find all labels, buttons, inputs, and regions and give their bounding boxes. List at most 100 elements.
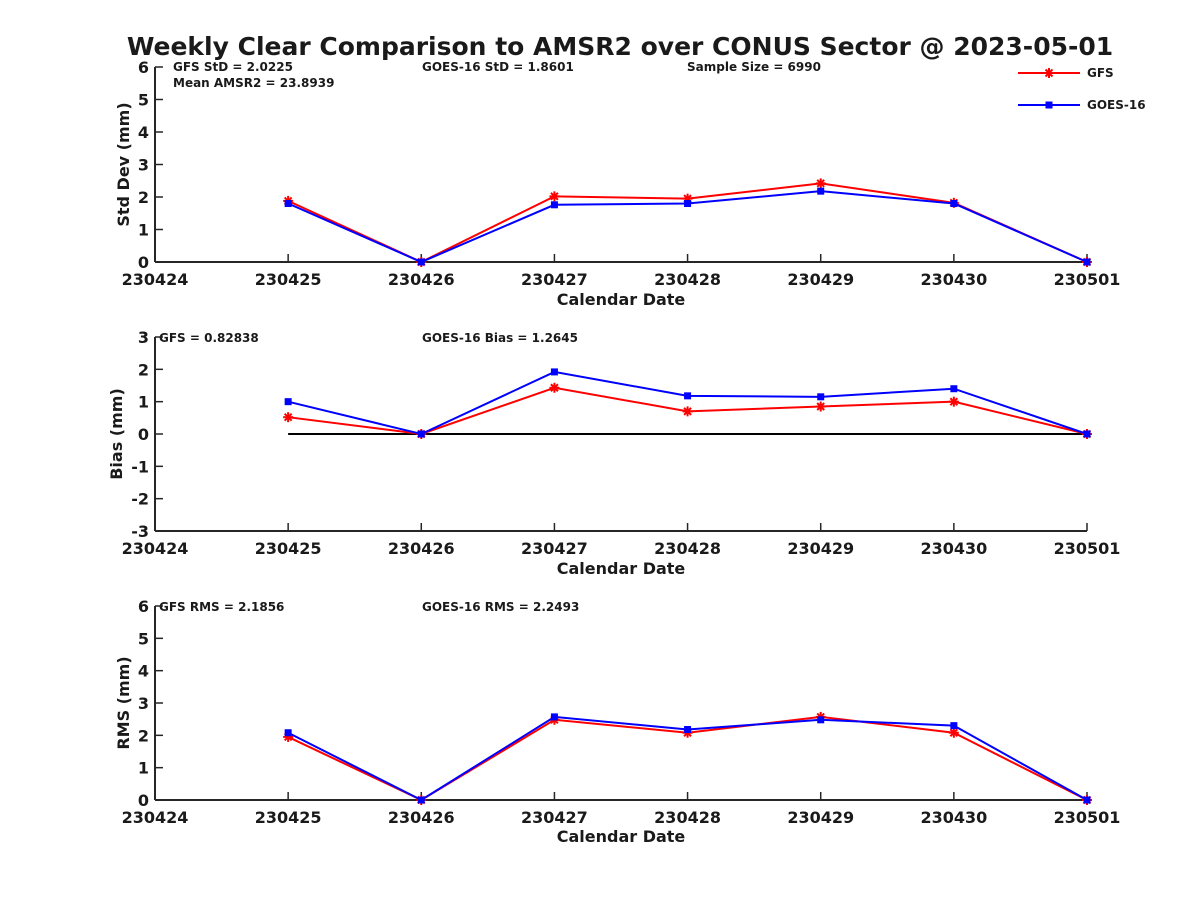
- data-point-goes16: [284, 729, 292, 737]
- goes16-std-annotation: GOES-16 StD = 1.8601: [422, 60, 574, 74]
- x-tick-label: 230426: [388, 539, 455, 558]
- data-point-goes16: [1083, 796, 1091, 804]
- y-tick-label: -1: [131, 457, 149, 476]
- x-tick-label: 230427: [521, 270, 588, 289]
- y-tick-label: 1: [138, 393, 149, 412]
- y-tick-label: 1: [138, 221, 149, 240]
- sample-size-annotation: Sample Size = 6990: [687, 60, 821, 74]
- x-tick-label: 230429: [787, 270, 854, 289]
- y-tick-label: 4: [138, 662, 149, 681]
- data-point-gfs: [549, 191, 560, 202]
- x-tick-label: 230427: [521, 539, 588, 558]
- y-tick-label: 2: [138, 360, 149, 379]
- x-axis-label: Calendar Date: [557, 827, 686, 846]
- y-axis-label: RMS (mm): [114, 656, 133, 749]
- x-tick-label: 230501: [1054, 270, 1121, 289]
- y-axis-label: Std Dev (mm): [114, 102, 133, 226]
- gfs-bias-annotation: GFS = 0.82838: [159, 331, 259, 345]
- y-tick-label: 5: [138, 629, 149, 648]
- x-tick-label: 230424: [122, 808, 189, 827]
- y-tick-label: 6: [138, 58, 149, 77]
- data-point-gfs: [815, 401, 826, 412]
- data-point-goes16: [684, 200, 692, 207]
- data-point-goes16: [950, 722, 958, 730]
- x-tick-label: 230429: [787, 808, 854, 827]
- data-point-goes16: [417, 796, 425, 804]
- gfs-std-annotation: GFS StD = 2.0225: [173, 60, 293, 74]
- y-tick-label: 4: [138, 123, 149, 142]
- goes16-bias-annotation: GOES-16 Bias = 1.2645: [422, 331, 578, 345]
- y-tick-label: 3: [138, 328, 149, 347]
- data-point-gfs: [682, 406, 693, 417]
- x-tick-label: 230428: [654, 270, 721, 289]
- y-tick-label: 2: [138, 188, 149, 207]
- x-tick-label: 230424: [122, 270, 189, 289]
- y-tick-label: 3: [138, 694, 149, 713]
- data-point-goes16: [284, 398, 292, 406]
- x-tick-label: 230426: [388, 808, 455, 827]
- x-tick-label: 230425: [255, 270, 322, 289]
- data-point-goes16: [417, 258, 425, 266]
- data-point-goes16: [417, 430, 425, 438]
- data-point-goes16: [550, 713, 558, 721]
- x-tick-label: 230429: [787, 539, 854, 558]
- goes16-rms-annotation: GOES-16 RMS = 2.2493: [422, 600, 579, 614]
- rms-panel: GFS RMS = 2.1856 GOES-16 RMS = 2.2493 23…: [114, 597, 1120, 846]
- x-tick-label: 230430: [920, 539, 987, 558]
- y-tick-label: 1: [138, 759, 149, 778]
- data-point-goes16: [284, 200, 292, 207]
- x-axis-label: Calendar Date: [557, 290, 686, 309]
- y-tick-label: 0: [138, 791, 149, 810]
- x-tick-label: 230427: [521, 808, 588, 827]
- y-tick-label: 0: [138, 253, 149, 272]
- legend-marker-shape: [1045, 101, 1053, 109]
- gfs-rms-annotation: GFS RMS = 2.1856: [159, 600, 284, 614]
- x-tick-label: 230425: [255, 539, 322, 558]
- x-tick-label: 230430: [920, 270, 987, 289]
- series-line-goes16: [287, 370, 1088, 436]
- y-axis-label: Bias (mm): [107, 388, 126, 480]
- legend-marker-goes16: [1045, 101, 1053, 109]
- x-tick-label: 230428: [654, 808, 721, 827]
- data-point-gfs: [815, 178, 826, 189]
- y-tick-label: -3: [131, 522, 149, 541]
- x-tick-label: 230428: [654, 539, 721, 558]
- legend-entry-gfs: GFS: [1018, 66, 1114, 80]
- legend-label-gfs: GFS: [1087, 66, 1114, 80]
- x-tick-label: 230501: [1054, 808, 1121, 827]
- data-point-goes16: [950, 200, 958, 207]
- chart-title: Weekly Clear Comparison to AMSR2 over CO…: [127, 32, 1113, 61]
- data-point-goes16: [684, 392, 692, 400]
- y-tick-label: 6: [138, 597, 149, 616]
- data-point-goes16: [550, 368, 558, 376]
- data-point-goes16: [950, 385, 958, 393]
- data-point-goes16: [1083, 430, 1091, 438]
- data-point-goes16: [817, 393, 825, 401]
- x-tick-label: 230425: [255, 808, 322, 827]
- x-tick-label: 230501: [1054, 539, 1121, 558]
- x-tick-label: 230426: [388, 270, 455, 289]
- mean-amsr2-annotation: Mean AMSR2 = 23.8939: [173, 76, 334, 90]
- data-point-goes16: [1083, 258, 1091, 266]
- data-point-gfs: [549, 382, 560, 393]
- data-point-gfs: [948, 396, 959, 407]
- data-point-goes16: [550, 201, 558, 209]
- data-point-goes16: [817, 716, 825, 724]
- data-point-gfs: [948, 727, 959, 738]
- x-tick-label: 230430: [920, 808, 987, 827]
- y-tick-label: 5: [138, 91, 149, 110]
- y-tick-label: 0: [138, 425, 149, 444]
- x-axis-label: Calendar Date: [557, 559, 686, 578]
- data-point-gfs: [283, 412, 294, 423]
- legend-label-goes16: GOES-16: [1087, 98, 1146, 112]
- y-tick-label: -2: [131, 490, 149, 509]
- legend-marker-shape: [1044, 68, 1054, 78]
- legend: GFS GOES-16: [1018, 66, 1146, 112]
- data-point-goes16: [684, 726, 692, 734]
- std-dev-panel: GFS StD = 2.0225 Mean AMSR2 = 23.8939 GO…: [114, 58, 1120, 309]
- y-tick-label: 2: [138, 726, 149, 745]
- legend-entry-goes16: GOES-16: [1018, 98, 1146, 112]
- y-tick-label: 3: [138, 156, 149, 175]
- legend-marker-gfs: [1044, 68, 1054, 78]
